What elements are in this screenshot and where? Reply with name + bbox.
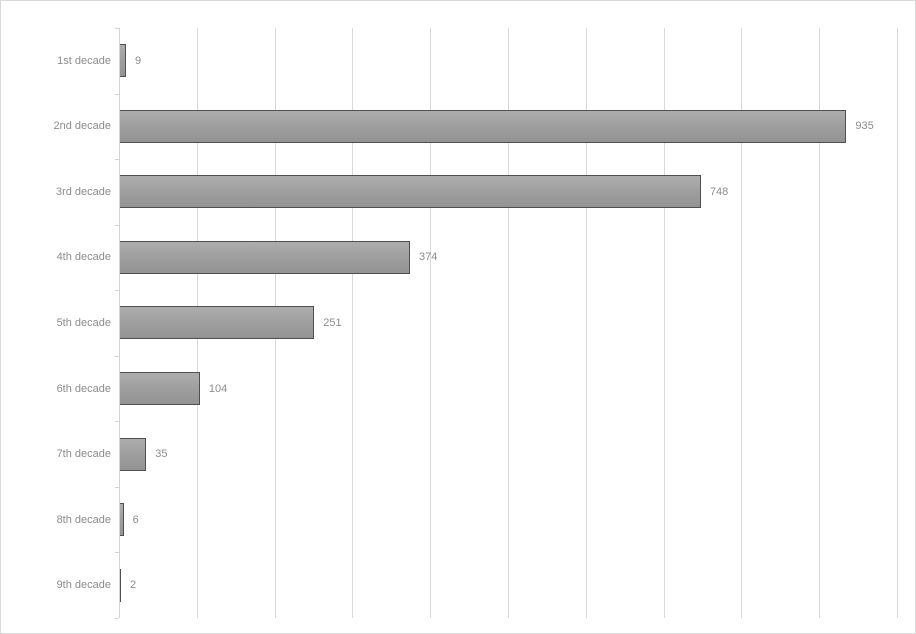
chart-row: 2: [119, 552, 897, 618]
bar-1st-decade: [119, 44, 126, 78]
category-axis-line: [119, 28, 120, 618]
chart-row: 9: [119, 28, 897, 94]
chart-row: 104: [119, 356, 897, 422]
category-label: 3rd decade: [55, 185, 111, 198]
category-label: 9th decade: [56, 579, 111, 592]
axis-tick-mark: [115, 224, 119, 226]
chart-row: 35: [119, 421, 897, 487]
bar-5th-decade: [119, 306, 315, 340]
bar-2nd-decade: [119, 109, 847, 143]
bar-6th-decade: [119, 372, 200, 406]
value-label: 748: [709, 185, 729, 198]
chart-row: 935: [119, 94, 897, 160]
bar-3rd-decade: [119, 175, 701, 209]
category-label: 6th decade: [56, 382, 111, 395]
bar-7th-decade: [119, 437, 147, 471]
vertical-gridline: [430, 28, 432, 618]
vertical-gridline: [741, 28, 743, 618]
chart-row: 251: [119, 290, 897, 356]
value-label: 35: [155, 448, 168, 461]
chart-row: 6: [119, 487, 897, 553]
axis-tick-mark: [115, 28, 119, 29]
value-label: 2: [130, 579, 137, 592]
category-label: 1st decade: [57, 54, 111, 67]
plot-area: 9 935 748 374 251 104 35 6 2: [119, 28, 898, 618]
value-label: 104: [208, 382, 228, 395]
vertical-gridline: [663, 28, 665, 618]
vertical-gridline: [585, 28, 587, 618]
chart-row: 748: [119, 159, 897, 225]
axis-tick-mark: [115, 93, 119, 95]
value-label: 374: [418, 251, 438, 264]
category-label: 2nd decade: [53, 120, 112, 133]
bar-4th-decade: [119, 240, 410, 274]
axis-tick-mark: [115, 355, 119, 357]
value-label: 6: [132, 513, 139, 526]
vertical-gridline: [897, 28, 898, 618]
axis-tick-mark: [115, 486, 119, 488]
axis-tick-mark: [115, 290, 119, 292]
value-label: 9: [135, 54, 142, 67]
category-label: 5th decade: [56, 317, 111, 329]
category-label: 7th decade: [56, 448, 111, 461]
vertical-gridline: [819, 28, 821, 618]
value-label: 935: [855, 120, 874, 133]
category-label: 4th decade: [56, 251, 111, 264]
category-label: 8th decade: [56, 513, 111, 526]
value-label: 251: [323, 316, 342, 329]
axis-tick-mark: [115, 618, 119, 619]
axis-tick-mark: [115, 159, 119, 161]
vertical-gridline: [352, 28, 354, 618]
axis-tick-mark: [115, 421, 119, 423]
chart-row: 374: [119, 225, 897, 291]
vertical-gridline: [508, 28, 509, 618]
axis-tick-mark: [115, 552, 119, 554]
